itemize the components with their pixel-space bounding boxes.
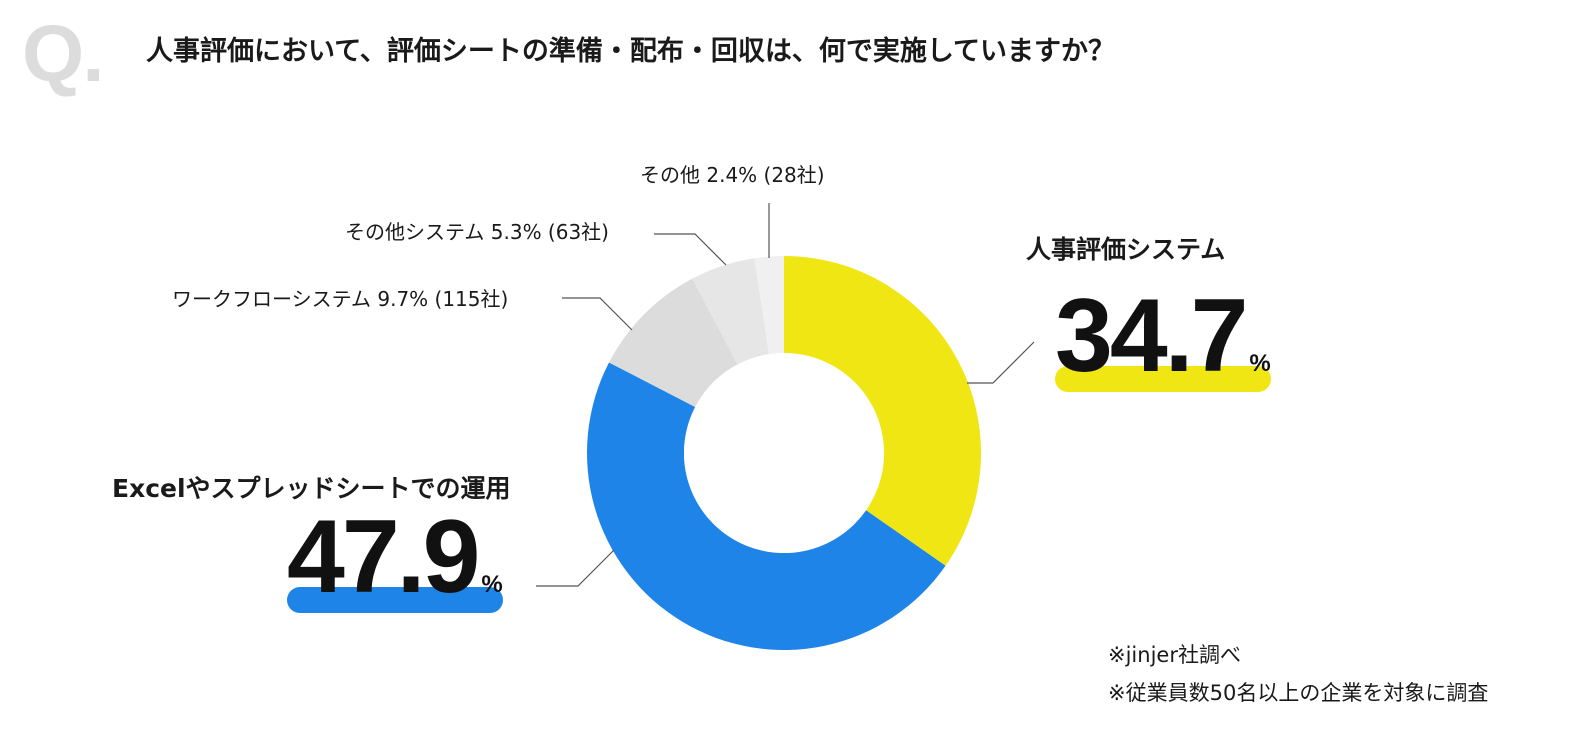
leader-excel	[536, 549, 615, 587]
highlight-bar-excel	[287, 587, 503, 613]
leader-other-system	[654, 233, 727, 266]
label-other-system: その他システム 5.3% (63社)	[345, 220, 609, 244]
label-other: その他 2.4% (28社)	[640, 163, 825, 187]
slice-other	[754, 256, 784, 355]
label-workflow: ワークフローシステム 9.7% (115社)	[172, 287, 509, 311]
pct-hr-system-unit: %	[1249, 350, 1271, 377]
slice-excel	[587, 362, 946, 650]
leader-hr-system	[967, 341, 1035, 384]
pct-excel-unit: %	[481, 571, 503, 598]
slice-other-system	[692, 258, 769, 365]
pct-hr-system: 34.7%	[1055, 284, 1271, 392]
scope-note: ※従業員数50名以上の企業を対象に調査	[1108, 681, 1489, 705]
label-hr-system: 人事評価システム	[1026, 235, 1226, 264]
label-excel: Excelやスプレッドシートでの運用	[112, 474, 511, 503]
pct-excel: 47.9%	[287, 505, 503, 613]
pct-excel-value: 47.9	[287, 499, 480, 615]
leader-workflow	[562, 297, 633, 331]
slice-hr-system	[784, 256, 981, 566]
q-mark: Q.	[22, 9, 104, 98]
highlight-bar-hr-system	[1055, 366, 1271, 392]
donut-hole	[684, 353, 884, 553]
slice-workflow	[609, 278, 738, 408]
source-note: ※jinjer社調べ	[1108, 643, 1241, 667]
pct-hr-system-value: 34.7	[1055, 278, 1248, 394]
question-title: 人事評価において、評価シートの準備・配布・回収は、何で実施していますか？	[146, 36, 1116, 67]
